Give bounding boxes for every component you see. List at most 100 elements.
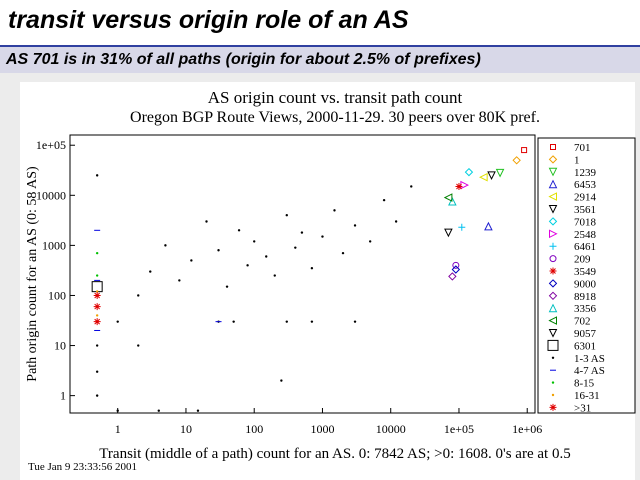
legend-label: 3356 <box>574 303 597 315</box>
legend-label: 4-7 AS <box>574 365 605 377</box>
legend-symbol <box>548 279 558 288</box>
point <box>341 251 345 255</box>
point <box>237 229 241 232</box>
point <box>487 171 496 180</box>
legend-symbol <box>549 229 558 239</box>
point <box>455 182 463 190</box>
y-tick-label: 10000 <box>36 188 66 202</box>
x-tick-label: 10 <box>180 422 192 436</box>
legend-label: 9000 <box>574 278 597 290</box>
y-axis-label: Path origin count for an AS (0: 58 AS) <box>25 166 40 382</box>
legend-label: 1239 <box>574 167 597 179</box>
legend-symbol <box>551 393 555 397</box>
slide-subtitle: AS 701 is in 31% of all paths (origin fo… <box>6 51 481 68</box>
legend-label: 1 <box>574 154 580 166</box>
point <box>333 209 336 212</box>
point <box>484 221 493 231</box>
legend-label: 701 <box>574 142 591 154</box>
legend-label: 1-3 AS <box>574 353 605 365</box>
legend-symbol <box>548 316 557 325</box>
point <box>178 279 181 282</box>
timestamp: Tue Jan 9 23:33:56 2001 <box>28 461 137 473</box>
point <box>443 193 453 202</box>
point <box>294 246 297 249</box>
legend-label: >31 <box>574 402 591 414</box>
point <box>93 318 101 326</box>
legend-label: 8918 <box>574 291 597 303</box>
point <box>280 379 283 382</box>
legend-symbol <box>547 339 559 351</box>
point <box>452 261 460 269</box>
point <box>444 228 453 238</box>
legend-symbol <box>548 303 558 313</box>
point <box>310 267 314 270</box>
point <box>95 290 99 293</box>
legend-symbol <box>548 179 558 189</box>
point <box>205 220 208 223</box>
point <box>95 251 99 255</box>
chart-subtitle: Oregon BGP Route Views, 2000-11-29. 30 p… <box>130 109 540 126</box>
point <box>157 409 160 412</box>
point <box>448 196 457 206</box>
legend-label: 16-31 <box>574 390 600 402</box>
point <box>479 172 488 182</box>
legend-symbol <box>548 205 558 214</box>
legend-symbol <box>548 291 558 301</box>
point <box>116 320 119 323</box>
point <box>253 240 256 243</box>
legend-label: 8-15 <box>574 378 595 390</box>
point <box>300 231 304 234</box>
point <box>285 320 288 323</box>
legend-symbol <box>550 144 556 150</box>
legend-label: 2914 <box>574 192 597 204</box>
point <box>137 344 140 347</box>
legend-symbol <box>549 403 557 411</box>
point <box>95 174 99 177</box>
point <box>310 320 314 323</box>
legend-label: 209 <box>574 254 591 266</box>
point <box>246 264 249 267</box>
legend-symbol <box>551 356 555 359</box>
legend-symbol <box>548 217 558 226</box>
legend-label: 2548 <box>574 229 597 241</box>
legend-label: 7018 <box>574 216 597 228</box>
point <box>164 244 167 247</box>
point <box>217 249 220 252</box>
point <box>225 285 229 288</box>
legend-symbol <box>548 192 557 201</box>
chart-background <box>20 82 635 480</box>
point <box>95 370 99 373</box>
legend-label: 6301 <box>574 340 596 352</box>
y-tick-label: 100 <box>48 288 66 302</box>
legend-label: 702 <box>574 316 591 328</box>
x-tick-label: 1e+05 <box>444 422 474 436</box>
point <box>93 291 101 299</box>
point <box>458 223 466 231</box>
point <box>273 274 276 277</box>
slide-title: transit versus origin role of an AS <box>8 6 409 34</box>
legend-label: 9057 <box>574 328 597 340</box>
point <box>321 235 324 238</box>
point <box>394 220 398 223</box>
point <box>196 409 200 412</box>
plot-frame <box>69 134 536 414</box>
legend-frame <box>537 137 636 414</box>
subtitle-bar: AS 701 is in 31% of all paths (origin fo… <box>0 45 640 73</box>
legend-symbol <box>548 167 558 177</box>
point <box>448 272 457 281</box>
point <box>382 198 386 202</box>
point <box>495 168 505 178</box>
legend-symbol <box>551 381 555 384</box>
legend-label: 6461 <box>574 241 596 253</box>
point <box>95 394 99 397</box>
point <box>353 320 357 323</box>
point <box>232 320 235 323</box>
point <box>95 274 99 277</box>
legend-symbol <box>549 255 557 263</box>
legend-symbol <box>549 267 557 275</box>
point <box>410 185 413 188</box>
point <box>116 409 119 412</box>
x-axis-label: Transit (middle of a path) count for an … <box>99 446 570 462</box>
point <box>95 314 99 317</box>
